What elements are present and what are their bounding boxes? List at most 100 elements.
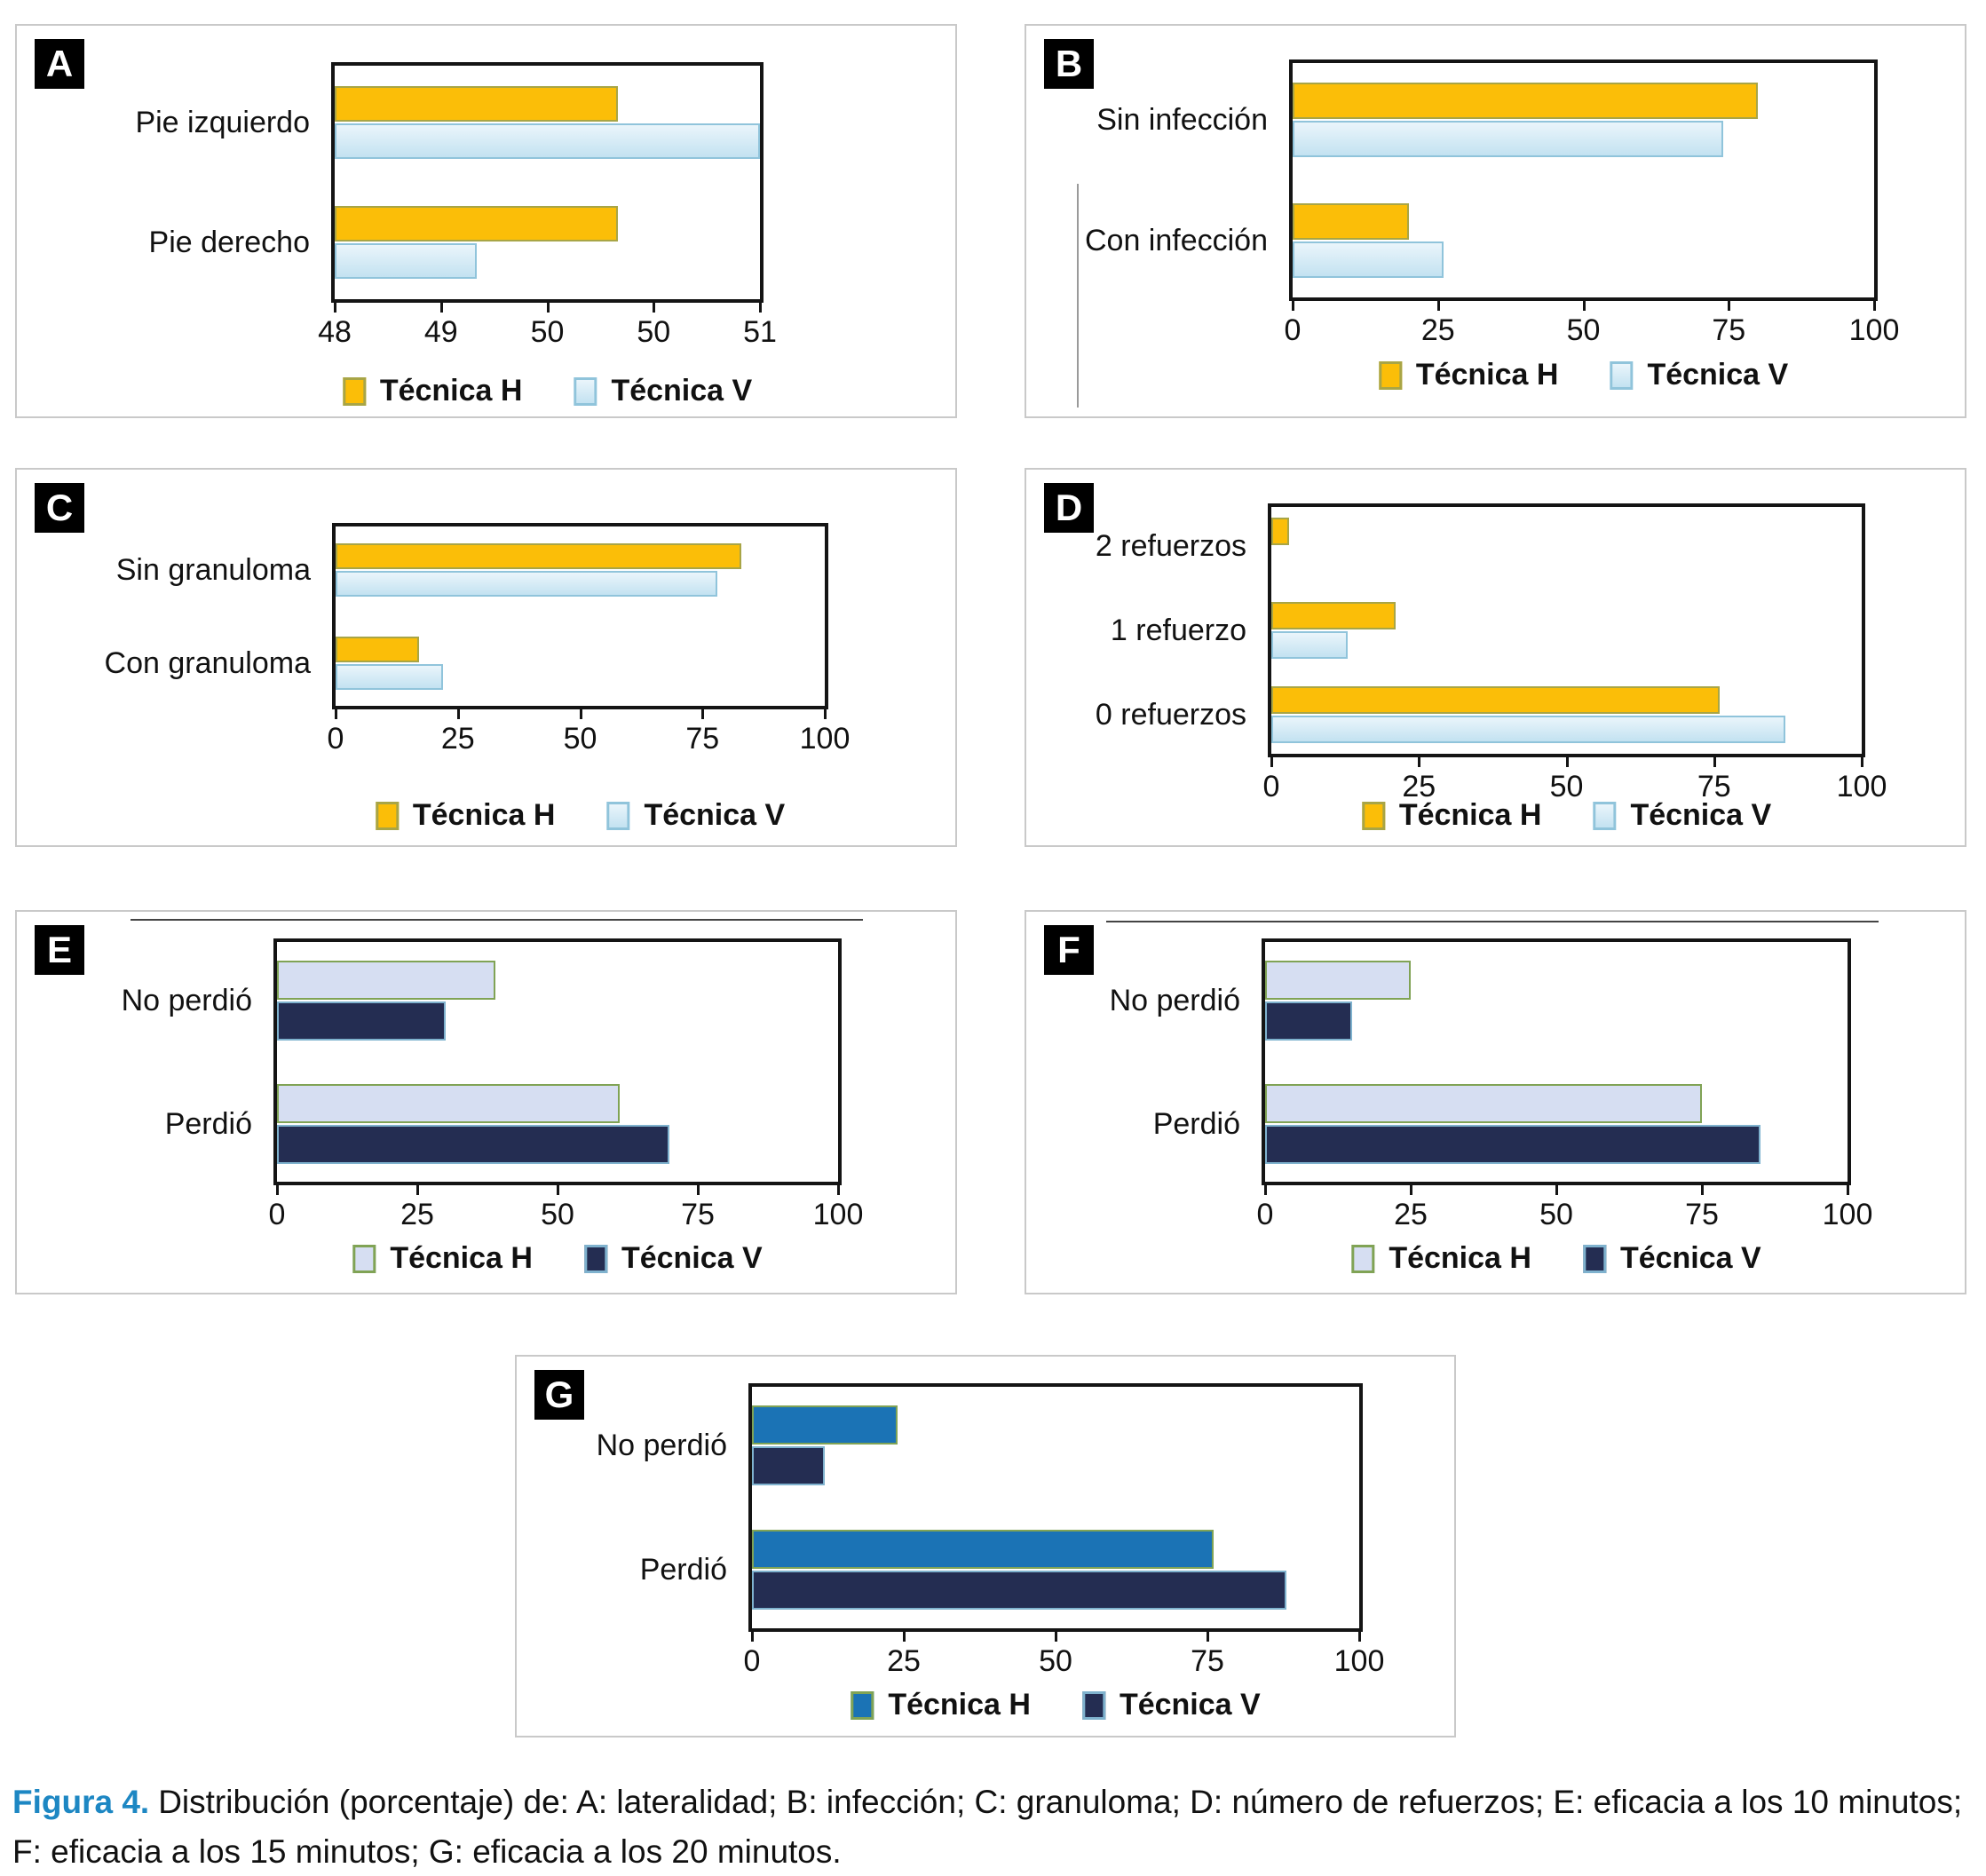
panel-f: F No perdió Perdió 0 25 50 75 100 Técnica H Técni…	[1025, 910, 1966, 1294]
axis-tick	[653, 303, 656, 313]
axis-tick	[1055, 1632, 1057, 1642]
axis-tick-label: 50	[563, 722, 597, 756]
legend-label: Técnica V	[611, 374, 753, 408]
category-label: Perdió	[164, 1106, 252, 1141]
axis-tick-label: 100	[1836, 770, 1887, 803]
legend-swatch-tecnica-h	[375, 801, 399, 830]
axis-tick	[1264, 1185, 1267, 1195]
category-label: Perdió	[1152, 1106, 1240, 1141]
axis-tick-label: 75	[1712, 313, 1746, 347]
legend-label: Técnica H	[379, 374, 523, 408]
axis-tick	[1713, 757, 1716, 767]
axis-tick	[1270, 757, 1273, 767]
category-label: No perdió	[596, 1429, 727, 1462]
legend-label: Técnica H	[1389, 1241, 1531, 1275]
axis-tick	[1565, 757, 1569, 767]
category-label: Sin infección	[1096, 103, 1268, 137]
category-label: 0 refuerzos	[1095, 698, 1246, 732]
panel-label-b: B	[1044, 39, 1094, 89]
legend-label: Técnica V	[644, 798, 786, 832]
axis-tick	[1701, 1185, 1704, 1195]
axis-tick-label: 50	[541, 1198, 574, 1231]
legend: Técnica H Técnica V	[1361, 798, 1772, 833]
axis-tick-label: 0	[1256, 1198, 1274, 1231]
legend-label: Técnica V	[1119, 1688, 1261, 1722]
axis-tick	[1436, 301, 1440, 311]
artifact-line	[1077, 184, 1079, 408]
axis-tick-label: 50	[1539, 1198, 1573, 1231]
axis-tick	[334, 303, 336, 313]
legend-swatch-tecnica-v	[1593, 801, 1617, 830]
bar-e-tecnica-h-2	[277, 1083, 620, 1123]
bar-f-tecnica-v-2	[1265, 1124, 1760, 1164]
axis-tick	[837, 1185, 840, 1195]
legend: Técnica H Técnica V	[851, 1688, 1261, 1722]
axis-tick	[1728, 301, 1731, 311]
legend-swatch-tecnica-h	[352, 1244, 376, 1273]
axis-tick-label: 0	[1284, 313, 1302, 347]
legend-label: Técnica V	[1619, 1241, 1761, 1275]
axis-tick	[1292, 301, 1294, 311]
legend-swatch-tecnica-v	[1081, 1690, 1105, 1720]
legend-label: Técnica H	[1415, 358, 1559, 392]
axis-tick-label: 100	[799, 722, 851, 756]
bar-b-tecnica-v-2	[1293, 241, 1444, 278]
panel-a: A Pie izquierdo Pie derecho 48 49 50 50 51 Técni…	[15, 24, 957, 418]
panel-e: E No perdió Perdió 0 25 50 75 100 Técnica H Técni…	[15, 910, 957, 1294]
panel-g: G No perdió Perdió 0 25 50 75 100 Técnica H Técni…	[515, 1355, 1456, 1737]
category-label: Sin granuloma	[115, 552, 311, 587]
panel-label-e: E	[35, 925, 84, 975]
axis-tick-label: 25	[1394, 1198, 1428, 1231]
axis-tick-label: 50	[1549, 770, 1584, 803]
legend-swatch-tecnica-v	[1582, 1244, 1606, 1273]
axis-tick-label: 0	[268, 1198, 286, 1231]
figure-caption-label: Figura 4.	[12, 1784, 150, 1820]
axis-tick	[1358, 1632, 1361, 1642]
figure-caption-text: Distribución (porcentaje) de: A: lateral…	[12, 1784, 1963, 1870]
bar-g-tecnica-v-1	[752, 1446, 825, 1485]
axis-tick-label: 75	[1697, 770, 1731, 803]
bar-d-tecnica-h-1	[1271, 517, 1289, 545]
legend-swatch-tecnica-v	[583, 1244, 607, 1273]
category-label: Pie izquierdo	[135, 105, 310, 139]
legend-label: Técnica V	[1630, 798, 1772, 832]
legend-label: Técnica H	[390, 1241, 533, 1275]
bar-c-tecnica-h-1	[336, 542, 741, 569]
axis-tick-label: 75	[681, 1198, 715, 1231]
legend-swatch-tecnica-h	[1361, 801, 1385, 830]
plot-area-d	[1268, 503, 1865, 757]
bar-d-tecnica-h-3	[1271, 686, 1720, 715]
legend-label: Técnica H	[1398, 798, 1542, 832]
bar-f-tecnica-v-1	[1265, 1001, 1352, 1041]
bar-b-tecnica-h-1	[1293, 83, 1758, 119]
bar-f-tecnica-h-1	[1265, 960, 1411, 1000]
legend-label: Técnica H	[412, 798, 556, 832]
bar-d-tecnica-v-3	[1271, 716, 1785, 744]
axis-tick	[1861, 757, 1863, 767]
axis-tick-label: 25	[887, 1644, 921, 1678]
legend: Técnica H Técnica V	[375, 798, 786, 833]
artifact-line	[1106, 921, 1879, 922]
axis-tick-label: 25	[1420, 313, 1455, 347]
axis-tick-label: 48	[318, 315, 352, 349]
bar-g-tecnica-h-2	[752, 1530, 1214, 1569]
category-label: Con infección	[1084, 224, 1268, 257]
panel-label-d: D	[1044, 483, 1094, 533]
bar-g-tecnica-h-1	[752, 1405, 898, 1445]
axis-tick	[335, 709, 337, 719]
axis-tick	[579, 709, 582, 719]
legend-label: Técnica H	[888, 1688, 1031, 1722]
axis-tick	[276, 1185, 279, 1195]
axis-tick	[1418, 757, 1421, 767]
axis-tick	[456, 709, 460, 719]
bar-a-tecnica-h-2	[335, 206, 618, 242]
bar-a-tecnica-v-2	[335, 243, 477, 280]
bar-d-tecnica-h-2	[1271, 602, 1396, 629]
axis-tick	[439, 303, 443, 313]
axis-tick	[1207, 1632, 1209, 1642]
category-label: 1 refuerzo	[1110, 613, 1246, 647]
category-label: No perdió	[121, 983, 252, 1017]
bar-b-tecnica-v-1	[1293, 121, 1723, 157]
axis-tick-label: 0	[1262, 770, 1280, 803]
